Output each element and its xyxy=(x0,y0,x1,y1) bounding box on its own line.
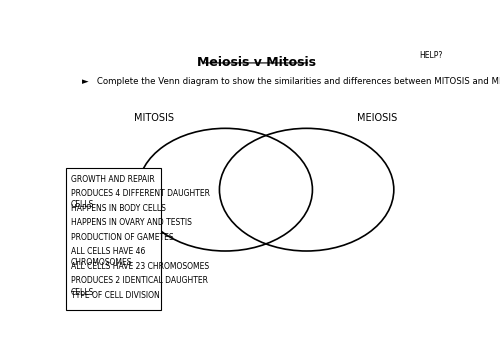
Text: ALL CELLS HAVE 46
CHROMOSOMES: ALL CELLS HAVE 46 CHROMOSOMES xyxy=(71,247,146,268)
Text: GROWTH AND REPAIR: GROWTH AND REPAIR xyxy=(71,175,155,184)
Text: PRODUCES 2 IDENTICAL DAUGHTER
CELLS: PRODUCES 2 IDENTICAL DAUGHTER CELLS xyxy=(71,276,208,297)
Text: MEIOSIS: MEIOSIS xyxy=(358,113,398,123)
Text: Meiosis v Mitosis: Meiosis v Mitosis xyxy=(197,56,316,69)
Text: HAPPENS IN OVARY AND TESTIS: HAPPENS IN OVARY AND TESTIS xyxy=(71,218,192,227)
Text: ALL CELLS HAVE 23 CHROMOSOMES: ALL CELLS HAVE 23 CHROMOSOMES xyxy=(71,262,209,271)
Text: HELP?: HELP? xyxy=(419,51,442,60)
Text: PRODUCES 4 DIFFERENT DAUGHTER
CELLS: PRODUCES 4 DIFFERENT DAUGHTER CELLS xyxy=(71,189,210,209)
Text: TYPE OF CELL DIVISION: TYPE OF CELL DIVISION xyxy=(71,291,160,300)
Bar xyxy=(66,168,162,310)
Text: MITOSIS: MITOSIS xyxy=(134,113,174,123)
Text: ►   Complete the Venn diagram to show the similarities and differences between M: ► Complete the Venn diagram to show the … xyxy=(82,76,500,86)
Text: PRODUCTION OF GAMETES: PRODUCTION OF GAMETES xyxy=(71,233,174,242)
Text: HAPPENS IN BODY CELLS: HAPPENS IN BODY CELLS xyxy=(71,204,166,213)
